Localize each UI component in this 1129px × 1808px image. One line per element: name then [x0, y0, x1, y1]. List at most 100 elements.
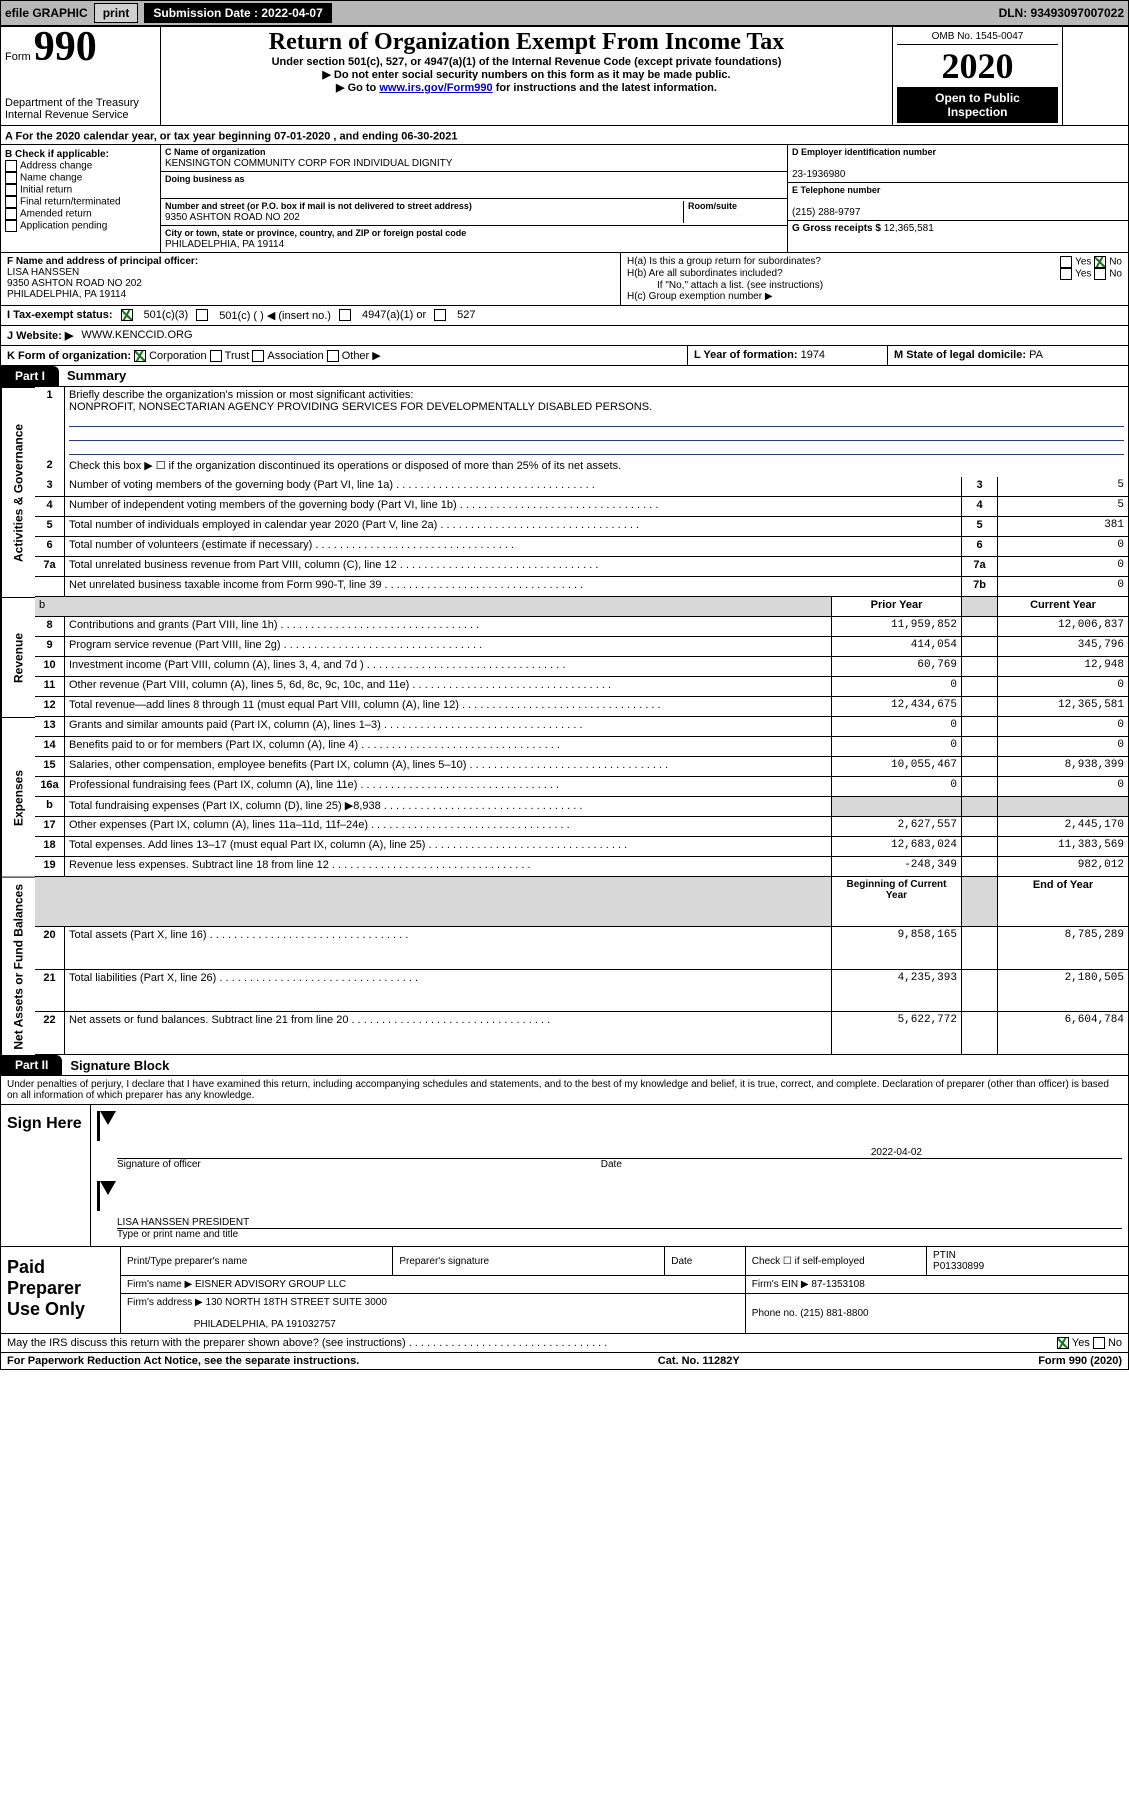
line-text: Total assets (Part X, line 16) — [65, 927, 832, 970]
line-code: 5 — [962, 517, 998, 537]
sign-here-block: Sign Here 2022-04-02 Signature of office… — [0, 1105, 1129, 1247]
line-text: Total number of individuals employed in … — [65, 517, 962, 537]
4947-checkbox[interactable] — [339, 309, 351, 321]
ha-no-checkbox[interactable] — [1094, 256, 1106, 268]
boxb-checkbox[interactable] — [5, 160, 17, 172]
boxb-checkbox[interactable] — [5, 208, 17, 220]
form-org-label: K Form of organization: — [7, 350, 131, 362]
line-num: 7a — [35, 557, 65, 577]
other-checkbox[interactable] — [327, 350, 339, 362]
line-num: 18 — [35, 837, 65, 857]
firm-phone: (215) 881-8800 — [800, 1308, 868, 1319]
line-num: 8 — [35, 617, 65, 637]
open-public-1: Open to Public — [901, 91, 1054, 105]
officer-addr1: 9350 ASHTON ROAD NO 202 — [7, 278, 142, 289]
paid-preparer-label: Paid Preparer Use Only — [1, 1247, 121, 1333]
form-header: Form 990 Department of the Treasury Inte… — [0, 26, 1129, 126]
submission-date: Submission Date : 2022-04-07 — [144, 3, 331, 23]
line-num: 20 — [35, 927, 65, 970]
current-value: 12,948 — [998, 657, 1128, 677]
sign-here-label: Sign Here — [1, 1105, 91, 1246]
line-value: 5 — [998, 477, 1128, 497]
prior-value: 5,622,772 — [832, 1012, 962, 1055]
efile-topbar: efile GRAPHIC print Submission Date : 20… — [0, 0, 1129, 26]
prior-value: 4,235,393 — [832, 970, 962, 1013]
ha-yes-checkbox[interactable] — [1060, 256, 1072, 268]
addr-label: Number and street (or P.O. box if mail i… — [165, 201, 472, 211]
line-text: Total expenses. Add lines 13–17 (must eq… — [65, 837, 832, 857]
line-code: 7b — [962, 577, 998, 597]
current-value: 12,006,837 — [998, 617, 1128, 637]
form-title: Return of Organization Exempt From Incom… — [165, 29, 888, 56]
current-value: 8,785,289 — [998, 927, 1128, 970]
part1-title: Summary — [59, 366, 134, 385]
527-checkbox[interactable] — [434, 309, 446, 321]
current-value: 8,938,399 — [998, 757, 1128, 777]
phone-value: (215) 288-9797 — [792, 207, 860, 218]
discuss-row: May the IRS discuss this return with the… — [0, 1334, 1129, 1353]
firm-ein-label: Firm's EIN ▶ — [752, 1279, 809, 1290]
hb-no-checkbox[interactable] — [1094, 268, 1106, 280]
line-code: 7a — [962, 557, 998, 577]
row-klm: K Form of organization: Corporation Trus… — [0, 346, 1129, 366]
print-button[interactable]: print — [94, 3, 139, 23]
sign-date: 2022-04-02 — [871, 1147, 922, 1158]
org-address: 9350 ASHTON ROAD NO 202 — [165, 212, 300, 223]
line-value: 5 — [998, 497, 1128, 517]
part1-header: Part I Summary — [0, 366, 1129, 387]
line-num: 12 — [35, 697, 65, 717]
firm-addr1: 130 NORTH 18TH STREET SUITE 3000 — [206, 1297, 387, 1308]
firm-name: EISNER ADVISORY GROUP LLC — [195, 1279, 346, 1290]
line-num: 21 — [35, 970, 65, 1013]
prior-value: 0 — [832, 717, 962, 737]
boxb-checkbox[interactable] — [5, 172, 17, 184]
omb-number: OMB No. 1545-0047 — [897, 29, 1058, 45]
line-num: 13 — [35, 717, 65, 737]
vlabel-governance: Activities & Governance — [1, 387, 35, 597]
line-value: 0 — [998, 577, 1128, 597]
line-code: 6 — [962, 537, 998, 557]
corp-checkbox[interactable] — [134, 350, 146, 362]
dept-treasury: Department of the Treasury — [5, 97, 156, 109]
boxb-checkbox[interactable] — [5, 220, 17, 232]
line-num: 15 — [35, 757, 65, 777]
prior-value — [832, 797, 962, 817]
current-value: 2,180,505 — [998, 970, 1128, 1013]
current-value: 6,604,784 — [998, 1012, 1128, 1055]
prior-value: 11,959,852 — [832, 617, 962, 637]
form-number: 990 — [34, 24, 97, 70]
vlabel-revenue: Revenue — [1, 597, 35, 717]
goto-suffix: for instructions and the latest informat… — [496, 82, 717, 94]
line-num — [35, 577, 65, 597]
line-text: Revenue less expenses. Subtract line 18 … — [65, 857, 832, 877]
line-num: 9 — [35, 637, 65, 657]
assoc-checkbox[interactable] — [252, 350, 264, 362]
instructions-link[interactable]: www.irs.gov/Form990 — [379, 82, 492, 94]
boxb-checkbox[interactable] — [5, 184, 17, 196]
trust-checkbox[interactable] — [210, 350, 222, 362]
boxb-option: Address change — [5, 160, 156, 172]
box-f-label: F Name and address of principal officer: — [7, 256, 198, 267]
ein-value: 23-1936980 — [792, 169, 845, 180]
vlabel-net: Net Assets or Fund Balances — [1, 877, 35, 1056]
501c3-checkbox[interactable] — [121, 309, 133, 321]
current-value: 2,445,170 — [998, 817, 1128, 837]
period-line: A For the 2020 calendar year, or tax yea… — [0, 126, 1129, 145]
open-public-2: Inspection — [901, 105, 1054, 119]
firm-addr2: PHILADELPHIA, PA 191032757 — [194, 1319, 336, 1330]
goto-prefix: Go to — [348, 82, 380, 94]
sig-date-label: Date — [601, 1159, 622, 1170]
line-code: 4 — [962, 497, 998, 517]
501c-checkbox[interactable] — [196, 309, 208, 321]
hb-yes-checkbox[interactable] — [1060, 268, 1072, 280]
current-value: 982,012 — [998, 857, 1128, 877]
discuss-yes-checkbox[interactable] — [1057, 1337, 1069, 1349]
mission-text: NONPROFIT, NONSECTARIAN AGENCY PROVIDING… — [69, 401, 652, 413]
box-b-title: B Check if applicable: — [5, 149, 156, 160]
boxb-checkbox[interactable] — [5, 196, 17, 208]
hb-label: H(b) Are all subordinates included? — [627, 268, 783, 280]
discuss-no-checkbox[interactable] — [1093, 1337, 1105, 1349]
line-num: 11 — [35, 677, 65, 697]
line-text: Other expenses (Part IX, column (A), lin… — [65, 817, 832, 837]
boxb-option: Final return/terminated — [5, 196, 156, 208]
